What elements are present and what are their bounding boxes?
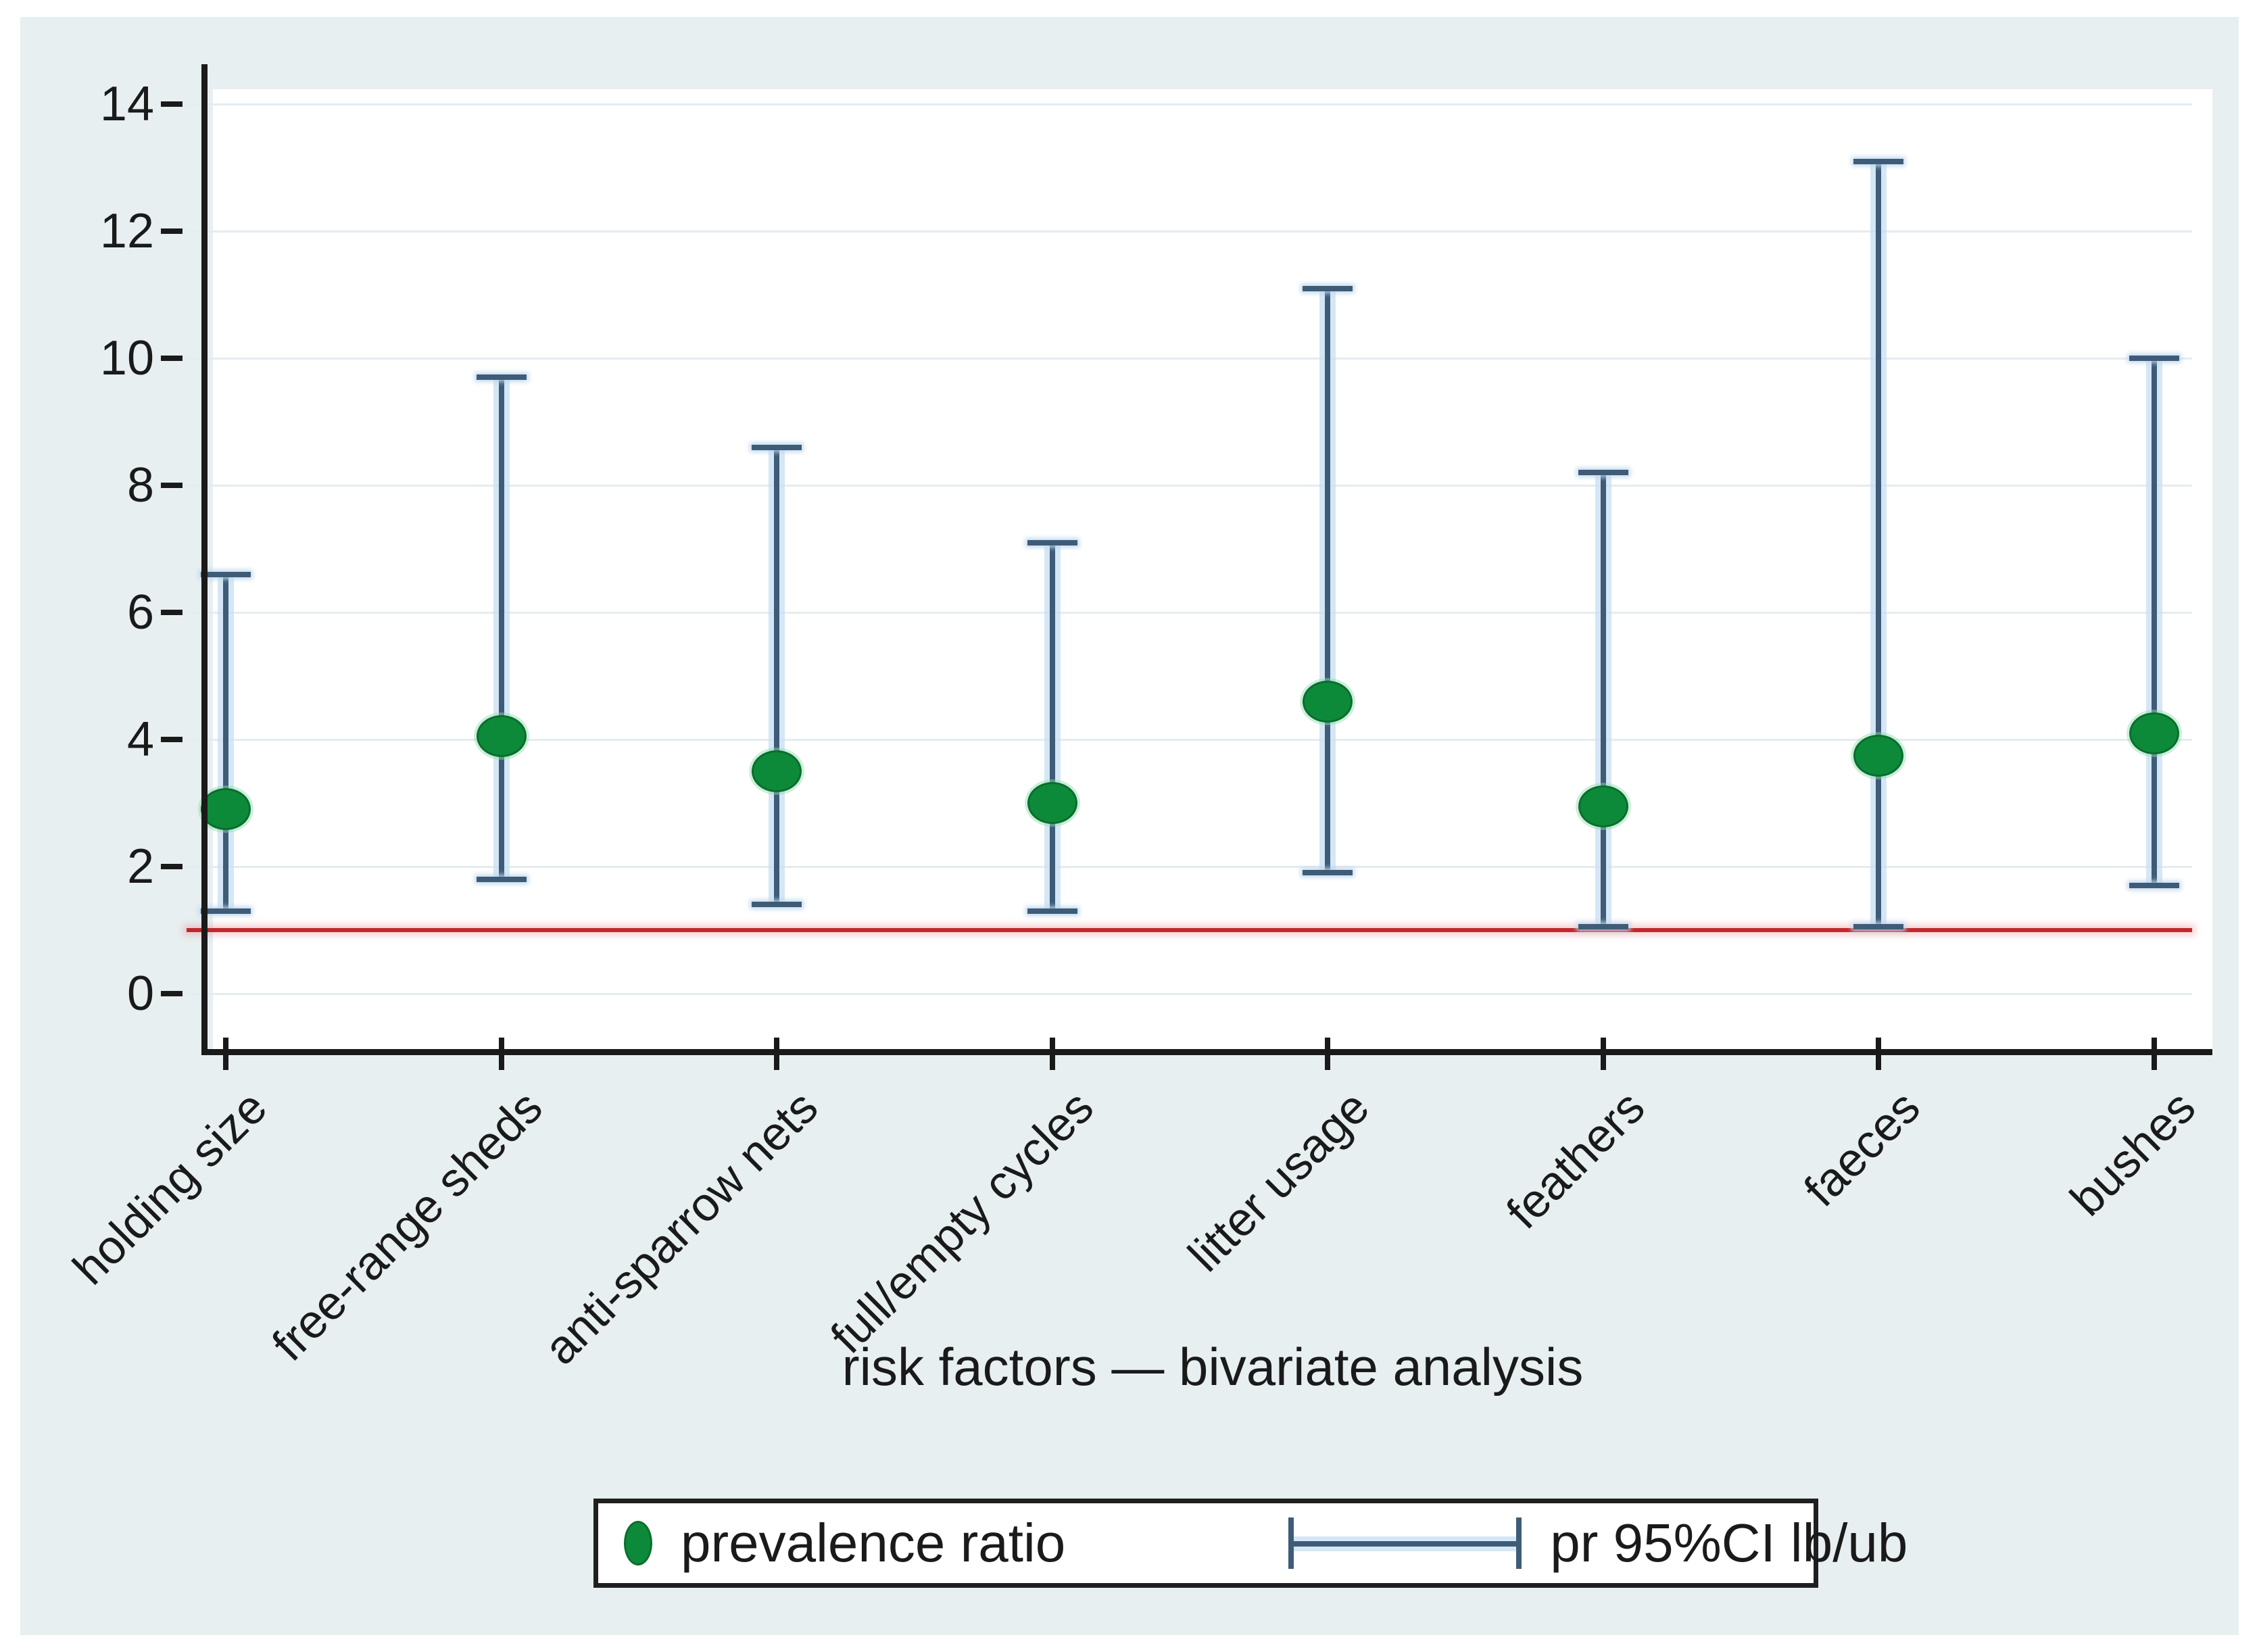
y-tick bbox=[161, 737, 183, 742]
x-axis-title: risk factors — bivariate analysis bbox=[842, 1337, 1584, 1396]
ci-line-bar bbox=[1288, 1541, 1522, 1547]
y-tick-label: 2 bbox=[126, 840, 154, 894]
ci-cap-top bbox=[752, 444, 802, 450]
ci-cap-top bbox=[1303, 285, 1353, 291]
ci-errorbar bbox=[2151, 358, 2157, 886]
ci-errorbar bbox=[1049, 542, 1055, 911]
y-tick-label: 14 bbox=[99, 77, 154, 131]
ci-cap-top bbox=[476, 374, 527, 381]
gridline bbox=[187, 612, 2192, 614]
legend-label-prevalence-ratio: prevalence ratio bbox=[681, 1513, 1066, 1573]
x-tick bbox=[2151, 1038, 2157, 1070]
prevalence-marker bbox=[1578, 785, 1628, 827]
gridline bbox=[187, 485, 2192, 487]
ci-left-cap bbox=[1288, 1517, 1294, 1569]
y-tick-label: 12 bbox=[99, 204, 154, 258]
x-tick-label: full/empty cycles bbox=[821, 1080, 1104, 1363]
gridline bbox=[187, 103, 2192, 105]
x-tick-label: litter usage bbox=[1177, 1080, 1380, 1282]
ci-errorbar bbox=[1325, 288, 1331, 873]
ci-cap-bottom bbox=[1303, 870, 1353, 876]
ci-errorbar bbox=[498, 377, 504, 879]
y-tick bbox=[161, 610, 183, 615]
prevalence-marker bbox=[201, 788, 251, 831]
ci-cap-bottom bbox=[1027, 908, 1077, 914]
ci-cap-top bbox=[1027, 539, 1077, 545]
prevalence-marker bbox=[2129, 712, 2179, 754]
ci-cap-bottom bbox=[201, 908, 251, 914]
prevalence-marker bbox=[476, 715, 527, 758]
gridline bbox=[187, 993, 2192, 995]
ci-cap-bottom bbox=[1578, 924, 1628, 930]
x-tick bbox=[774, 1038, 780, 1070]
ci-right-cap bbox=[1516, 1517, 1522, 1569]
ci-cap-top bbox=[1853, 158, 1904, 164]
y-tick-label: 6 bbox=[126, 585, 154, 639]
plot-area bbox=[213, 89, 2212, 1052]
reference-line bbox=[187, 928, 2192, 932]
prevalence-marker bbox=[1303, 680, 1353, 723]
y-tick bbox=[161, 483, 183, 488]
prevalence-marker bbox=[1853, 734, 1904, 777]
x-tick-label: feathers bbox=[1496, 1080, 1655, 1239]
x-tick-label: anti-sparrow nets bbox=[534, 1080, 828, 1375]
y-tick-label: 10 bbox=[99, 331, 154, 385]
plot-panel: 0 2 4 6 8 10 12 14 holding size free-range sheds… bbox=[20, 17, 2239, 1635]
y-axis-line bbox=[201, 64, 208, 1054]
x-tick bbox=[1049, 1038, 1055, 1070]
gridline bbox=[187, 230, 2192, 233]
ci-errorbar-icon bbox=[1288, 1517, 1522, 1569]
x-tick bbox=[223, 1038, 228, 1070]
ci-errorbar bbox=[223, 574, 228, 911]
ci-cap-top bbox=[2129, 356, 2179, 361]
y-tick bbox=[161, 356, 183, 361]
x-tick bbox=[1600, 1038, 1606, 1070]
ci-cap-bottom bbox=[752, 902, 802, 908]
x-tick-label: holding size bbox=[63, 1080, 277, 1295]
y-tick bbox=[161, 101, 183, 107]
x-tick bbox=[1325, 1038, 1331, 1070]
y-tick-label: 8 bbox=[126, 458, 154, 512]
y-tick bbox=[161, 228, 183, 234]
x-tick-label: faeces bbox=[1794, 1080, 1930, 1217]
y-tick-label: 0 bbox=[126, 967, 154, 1021]
y-tick bbox=[161, 991, 183, 996]
prevalence-marker bbox=[752, 750, 802, 792]
x-tick bbox=[498, 1038, 504, 1070]
x-tick-label: bushes bbox=[2060, 1080, 2206, 1226]
y-tick-label: 4 bbox=[126, 712, 154, 767]
ci-cap-bottom bbox=[1853, 924, 1904, 930]
ci-cap-bottom bbox=[476, 876, 527, 882]
prevalence-ratio-marker-icon bbox=[624, 1521, 652, 1565]
x-axis-line bbox=[201, 1049, 2212, 1055]
y-tick bbox=[161, 864, 183, 869]
legend: prevalence ratio pr 95%CI lb/ub bbox=[593, 1499, 1908, 1588]
gridline bbox=[187, 739, 2192, 741]
ci-cap-top bbox=[1578, 470, 1628, 476]
gridline bbox=[187, 358, 2192, 360]
ci-cap-top bbox=[201, 571, 251, 577]
x-tick-label: free-range sheds bbox=[262, 1080, 553, 1371]
gridline bbox=[187, 866, 2192, 868]
ci-cap-bottom bbox=[2129, 883, 2179, 889]
prevalence-marker bbox=[1027, 782, 1077, 824]
ci-errorbar bbox=[1876, 161, 1882, 927]
ci-errorbar bbox=[774, 447, 780, 905]
x-tick bbox=[1876, 1038, 1882, 1070]
ci-errorbar bbox=[1600, 472, 1606, 927]
legend-label-ci: pr 95%CI lb/ub bbox=[1550, 1513, 1908, 1573]
